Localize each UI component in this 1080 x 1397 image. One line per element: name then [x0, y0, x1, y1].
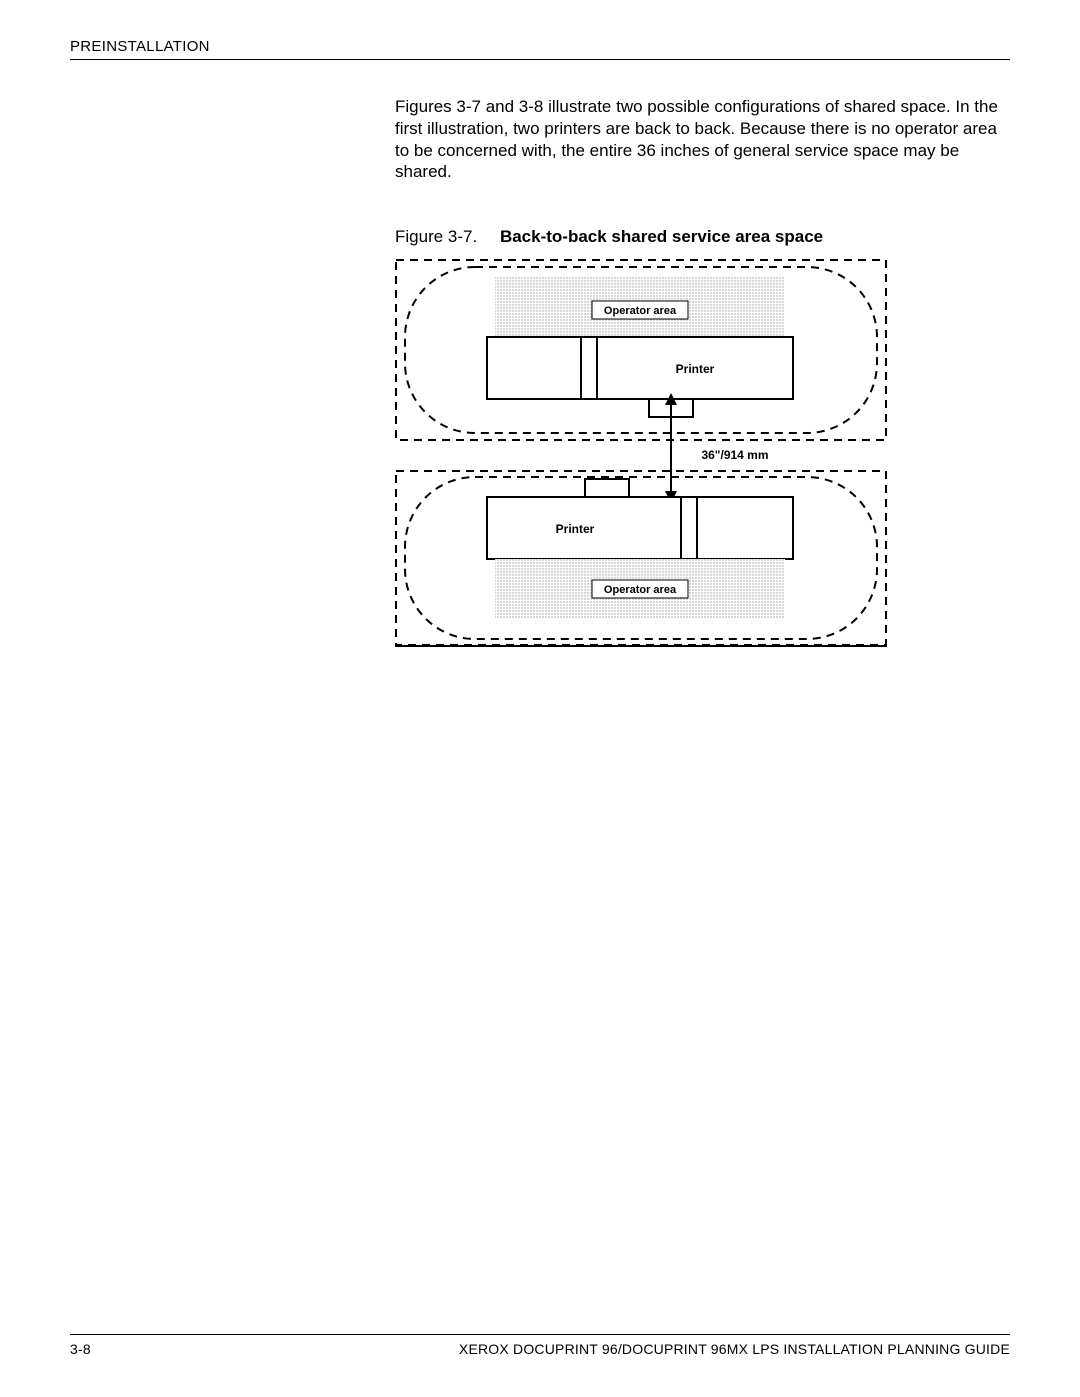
svg-text:Printer: Printer [676, 362, 715, 376]
figure-diagram: Operator area Printer 36"/914 mm Printer Ope… [395, 259, 1010, 652]
doc-title: XEROX DOCUPRINT 96/DOCUPRINT 96MX LPS IN… [459, 1341, 1010, 1357]
svg-text:Operator area: Operator area [604, 305, 677, 317]
figure-title: Back-to-back shared service area space [500, 227, 823, 246]
footer-rule [70, 1334, 1010, 1335]
page-footer: 3-8 XEROX DOCUPRINT 96/DOCUPRINT 96MX LP… [70, 1334, 1010, 1357]
svg-text:Printer: Printer [556, 522, 595, 536]
figure-label: Figure 3-7. [395, 227, 477, 246]
page: PREINSTALLATION Figures 3-7 and 3-8 illu… [0, 0, 1080, 1397]
header-rule [70, 59, 1010, 60]
svg-text:Operator area: Operator area [604, 584, 677, 596]
page-number: 3-8 [70, 1341, 91, 1357]
body-paragraph: Figures 3-7 and 3-8 illustrate two possi… [395, 96, 1000, 183]
figure-caption: Figure 3-7. Back-to-back shared service … [395, 227, 1010, 247]
svg-text:36"/914 mm: 36"/914 mm [701, 448, 768, 462]
section-title: PREINSTALLATION [70, 38, 210, 55]
page-header: PREINSTALLATION [70, 38, 1010, 55]
